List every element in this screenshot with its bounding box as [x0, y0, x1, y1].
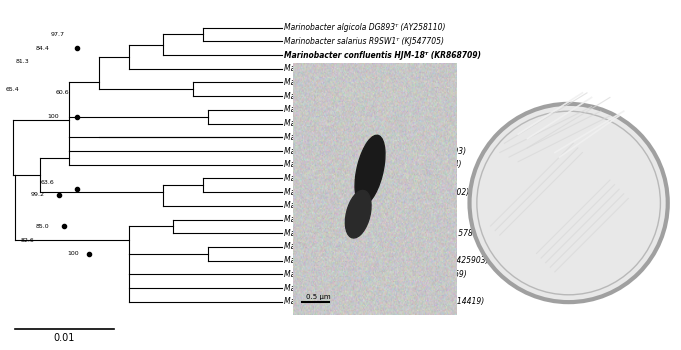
Text: Marinobacter lacisalsi FP2.5ᵀ (EU047505): Marinobacter lacisalsi FP2.5ᵀ (EU047505) — [284, 243, 442, 252]
Text: Marinobacter goeseongenais En6ᵀ (EF660754): Marinobacter goeseongenais En6ᵀ (EF66075… — [284, 160, 462, 169]
Text: 100: 100 — [67, 251, 79, 256]
Text: Marinobacter maritimus CK 47ᵀ (AJ704395): Marinobacter maritimus CK 47ᵀ (AJ704395) — [284, 201, 449, 210]
Text: 100: 100 — [48, 114, 59, 119]
Text: 85.0: 85.0 — [36, 224, 50, 229]
Ellipse shape — [345, 190, 371, 238]
Text: Marinobacter lipolyticus SM19ᵀ (AY147906): Marinobacter lipolyticus SM19ᵀ (AY147906… — [284, 133, 450, 142]
Text: Marinobacter gudaonensis SL014B61Aᵀ (DQ414419): Marinobacter gudaonensis SL014B61Aᵀ (DQ4… — [284, 298, 485, 306]
Text: Marinobacter confluentis HJM-18ᵀ (KR868709): Marinobacter confluentis HJM-18ᵀ (KR8687… — [284, 50, 481, 60]
Ellipse shape — [355, 135, 385, 205]
Text: 82.6: 82.6 — [21, 238, 35, 243]
Text: 65.4: 65.4 — [6, 87, 20, 92]
Text: Marinobacter antarcticus ZS2-30ᵀ (FJ196022): Marinobacter antarcticus ZS2-30ᵀ (FJ1960… — [284, 174, 457, 183]
Text: 99.2: 99.2 — [31, 193, 44, 197]
Text: Marinobacter similis A3d10ᵀ (KJ547704): Marinobacter similis A3d10ᵀ (KJ547704) — [284, 119, 436, 128]
Text: Marinobacter sediminum R65ᵀ (AJ609270): Marinobacter sediminum R65ᵀ (AJ609270) — [284, 105, 445, 114]
Text: Marinobacter bryozoorum 50-11ᵀ (AJ609271): Marinobacter bryozoorum 50-11ᵀ (AJ609271… — [284, 215, 456, 224]
Text: Marinobacter salsuginis SD-14Bᵀ (EF028328): Marinobacter salsuginis SD-14Bᵀ (EF02832… — [284, 64, 456, 73]
Text: 0.01: 0.01 — [54, 334, 75, 343]
Text: Marinobacter adhaerens HP15ᵀ (AY241552): Marinobacter adhaerens HP15ᵀ (AY241552) — [284, 78, 451, 87]
Text: Marinobacter daqiaonensis YCSA40ᵀ (FJ984869): Marinobacter daqiaonensis YCSA40ᵀ (FJ984… — [284, 270, 467, 279]
Text: Marinobacter salicampi ISL-40ᵀ (EF486354): Marinobacter salicampi ISL-40ᵀ (EF486354… — [284, 284, 449, 293]
Text: Marinobacter salarius R9SW1ᵀ (KJ547705): Marinobacter salarius R9SW1ᵀ (KJ547705) — [284, 37, 444, 46]
Text: 84.4: 84.4 — [35, 46, 50, 51]
Text: 63.6: 63.6 — [41, 180, 54, 185]
Text: 97.7: 97.7 — [50, 32, 65, 37]
Text: 60.6: 60.6 — [56, 90, 69, 95]
Text: 81.3: 81.3 — [16, 60, 30, 64]
Text: Marinobacter algicola DG893ᵀ (AY258110): Marinobacter algicola DG893ᵀ (AY258110) — [284, 23, 446, 32]
Text: Marinobacter guineae LMG 24048ᵀ (AM503093): Marinobacter guineae LMG 24048ᵀ (AM50309… — [284, 147, 466, 155]
Text: Marinobacter flavimaris SW-145ᵀ (AY517632): Marinobacter flavimaris SW-145ᵀ (AY51763… — [284, 92, 456, 101]
Circle shape — [469, 104, 668, 302]
Text: Marinobacter segnicrescens SS011B1-4ᵀ (EF157832): Marinobacter segnicrescens SS011B1-4ᵀ (E… — [284, 229, 486, 238]
Text: Marinobacter psychrophilus 20041ᵀ (DQ060402): Marinobacter psychrophilus 20041ᵀ (DQ060… — [284, 188, 469, 197]
Text: 0.5 μm: 0.5 μm — [306, 294, 331, 300]
Text: Marinobacter zhanjiangensis JSM 078120ᵀ (FJ425903): Marinobacter zhanjiangensis JSM 078120ᵀ … — [284, 256, 489, 265]
